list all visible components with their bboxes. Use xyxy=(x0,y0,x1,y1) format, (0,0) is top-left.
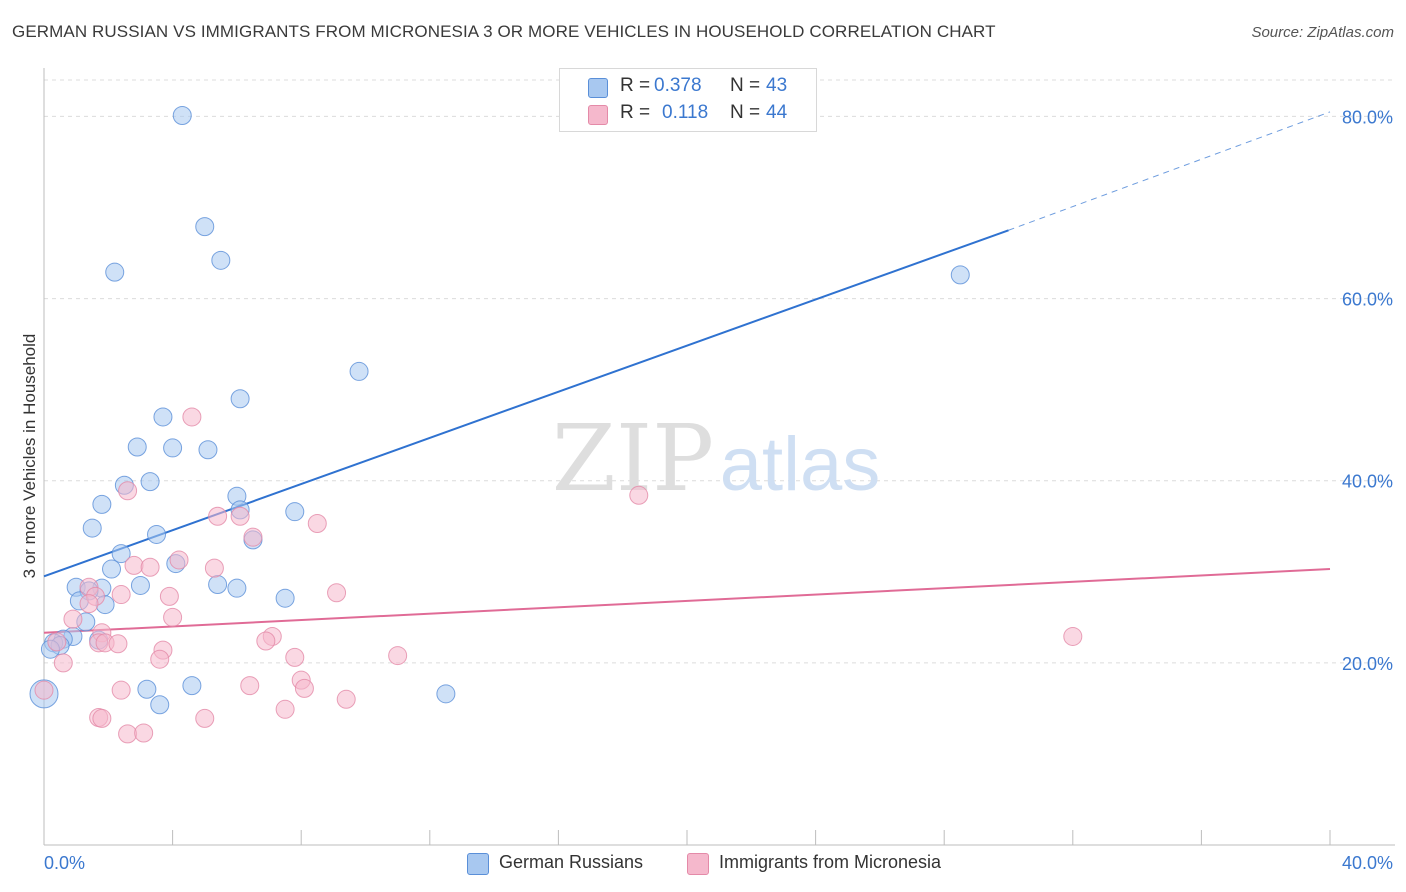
trend-line-micronesia xyxy=(43,568,1331,634)
micronesia-point xyxy=(169,550,189,570)
german-russians-point xyxy=(227,578,247,598)
german-russians-point xyxy=(436,684,456,704)
german-russians-point xyxy=(137,679,157,699)
legend-r-value: 0.118 xyxy=(662,102,709,123)
y-tick-label: 40.0% xyxy=(1342,472,1393,492)
legend-r-value: 0.378 xyxy=(654,75,702,96)
tick-labels: 20.0% 40.0% 60.0% 80.0% 0.0% 40.0% xyxy=(44,107,1393,873)
micronesia-point xyxy=(336,689,356,709)
german-russians-point xyxy=(285,502,305,522)
micronesia-point xyxy=(111,585,131,605)
micronesia-point xyxy=(47,632,67,652)
micronesia-point xyxy=(285,647,305,667)
german-russians-point xyxy=(230,389,250,409)
bottom-legend-swatch-series2 xyxy=(687,853,709,875)
micronesia-point xyxy=(53,653,73,673)
micronesia-point xyxy=(163,607,183,627)
german-russians-point xyxy=(147,524,167,544)
micronesia-point xyxy=(34,680,54,700)
micronesia-point xyxy=(79,594,99,614)
y-tick-label: 20.0% xyxy=(1342,654,1393,674)
trend-line-german-russians-extension xyxy=(1008,111,1331,231)
micronesia-point xyxy=(230,506,250,526)
watermark-atlas: atlas xyxy=(720,422,881,507)
micronesia-point xyxy=(294,678,314,698)
micronesia-point xyxy=(92,708,112,728)
micronesia-point xyxy=(108,634,128,654)
german-russians-point xyxy=(127,437,147,457)
german-russians-point xyxy=(172,106,192,126)
german-russians-point xyxy=(163,438,183,458)
german-russians-point xyxy=(950,265,970,285)
german-russians-point xyxy=(208,575,228,595)
y-tick-label: 60.0% xyxy=(1342,290,1393,310)
micronesia-point xyxy=(182,407,202,427)
bottom-legend-label-series1: German Russians xyxy=(499,852,644,872)
micronesia-point xyxy=(140,557,160,577)
trend-line-german-russians xyxy=(43,229,1009,578)
trend-lines xyxy=(43,111,1331,634)
micronesia-point xyxy=(134,723,154,743)
german-russians-point xyxy=(150,695,170,715)
micronesia-point xyxy=(307,514,327,534)
micronesia-point xyxy=(150,649,170,669)
legend-n-value: 44 xyxy=(766,102,788,123)
y-tick-label: 80.0% xyxy=(1342,107,1393,127)
german-russians-point xyxy=(198,440,218,460)
data-points xyxy=(29,106,1083,744)
german-russians-point xyxy=(105,262,125,282)
bottom-legend-label-series2: Immigrants from Micronesia xyxy=(719,852,942,872)
german-russians-point xyxy=(130,575,150,595)
x-tick-label: 0.0% xyxy=(44,853,85,873)
micronesia-point xyxy=(275,699,295,719)
legend-box: R = 0.378 N = 43 R = 0.118 N = 44 xyxy=(559,68,817,132)
legend-r-label: R = xyxy=(620,102,651,123)
german-russians-point xyxy=(153,407,173,427)
german-russians-point xyxy=(211,250,231,270)
micronesia-point xyxy=(240,676,260,696)
german-russians-point xyxy=(275,588,295,608)
legend-swatch-series2 xyxy=(588,105,608,125)
german-russians-point xyxy=(140,472,160,492)
micronesia-point xyxy=(124,555,144,575)
micronesia-point xyxy=(208,506,228,526)
german-russians-point xyxy=(111,544,131,564)
legend-n-value: 43 xyxy=(766,75,788,96)
legend-r-label: R = xyxy=(620,75,651,96)
micronesia-point xyxy=(195,708,215,728)
micronesia-point xyxy=(118,724,138,744)
micronesia-point xyxy=(63,609,83,629)
micronesia-point xyxy=(111,680,131,700)
german-russians-point xyxy=(195,217,215,237)
axes xyxy=(43,68,1395,846)
german-russians-point xyxy=(349,361,369,381)
micronesia-point xyxy=(243,527,263,547)
micronesia-point xyxy=(256,631,276,651)
watermark: ZIP atlas xyxy=(552,405,880,512)
micronesia-point xyxy=(629,485,649,505)
german-russians-point xyxy=(82,518,102,538)
micronesia-point xyxy=(159,586,179,606)
legend-n-label: N = xyxy=(730,75,761,96)
micronesia-point xyxy=(388,646,408,666)
german-russians-point xyxy=(92,494,112,514)
german-russians-point xyxy=(182,676,202,696)
micronesia-point xyxy=(118,481,138,501)
micronesia-point xyxy=(327,583,347,603)
micronesia-point xyxy=(1063,626,1083,646)
german-russians-point xyxy=(102,559,122,579)
legend-swatch-series1 xyxy=(588,78,608,98)
bottom-legend-swatch-series1 xyxy=(467,853,489,875)
chart-source: Source: ZipAtlas.com xyxy=(1251,24,1394,41)
x-tick-label: 40.0% xyxy=(1342,853,1393,873)
micronesia-point xyxy=(204,558,224,578)
legend-n-label: N = xyxy=(730,102,761,123)
chart-title: GERMAN RUSSIAN VS IMMIGRANTS FROM MICRON… xyxy=(12,22,996,41)
